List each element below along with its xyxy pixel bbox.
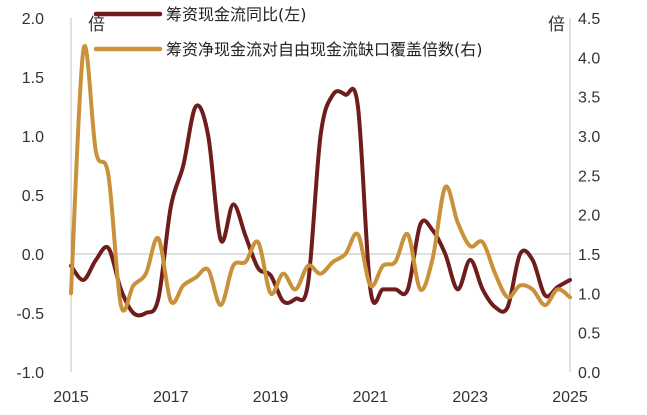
right-tick-label: 1.5	[578, 247, 600, 264]
right-tick-label: 2.0	[578, 208, 600, 225]
left-unit-label: 倍	[88, 15, 105, 35]
right-tick-label: 4.5	[578, 11, 600, 28]
legend-label-series-2: 筹资净现金流对自由现金流缺口覆盖倍数(右)	[166, 40, 483, 59]
series-line-1	[69, 87, 572, 318]
left-tick-label: 1.5	[22, 70, 44, 87]
left-tick-label: -1.0	[16, 365, 44, 382]
axes-layer	[70, 18, 571, 372]
right-tick-label: 0.0	[578, 365, 600, 382]
right-tick-label: 1.0	[578, 286, 600, 303]
x-tick-label: 2025	[552, 389, 588, 406]
tick-layer: 2.0 1.5 1.0 0.5 0.0 -0.5 -1.0 4.5 4.0 3.5 3.0 2.5 2.…	[16, 11, 600, 406]
left-tick-label: 0.5	[22, 188, 44, 205]
series-layer	[69, 44, 572, 318]
right-unit-label: 倍	[548, 15, 565, 35]
left-tick-label: -0.5	[16, 306, 44, 323]
legend: 筹资现金流同比(左) 筹资净现金流对自由现金流缺口覆盖倍数(右)	[93, 5, 483, 59]
x-tick-label: 2021	[353, 389, 389, 406]
x-tick-label: 2019	[253, 389, 289, 406]
right-tick-label: 2.5	[578, 168, 600, 185]
x-tick-label: 2017	[153, 389, 189, 406]
left-tick-label: 2.0	[22, 11, 44, 28]
series-line-2	[69, 44, 572, 313]
right-tick-label: 3.0	[578, 129, 600, 146]
left-tick-label: 0.0	[22, 247, 44, 264]
right-tick-label: 4.0	[578, 50, 600, 67]
x-tick-label: 2023	[452, 389, 488, 406]
left-tick-label: 1.0	[22, 129, 44, 146]
x-tick-label: 2015	[53, 389, 89, 406]
right-tick-label: 0.5	[578, 326, 600, 343]
right-tick-label: 3.5	[578, 90, 600, 107]
legend-label-series-1: 筹资现金流同比(左)	[166, 5, 307, 24]
